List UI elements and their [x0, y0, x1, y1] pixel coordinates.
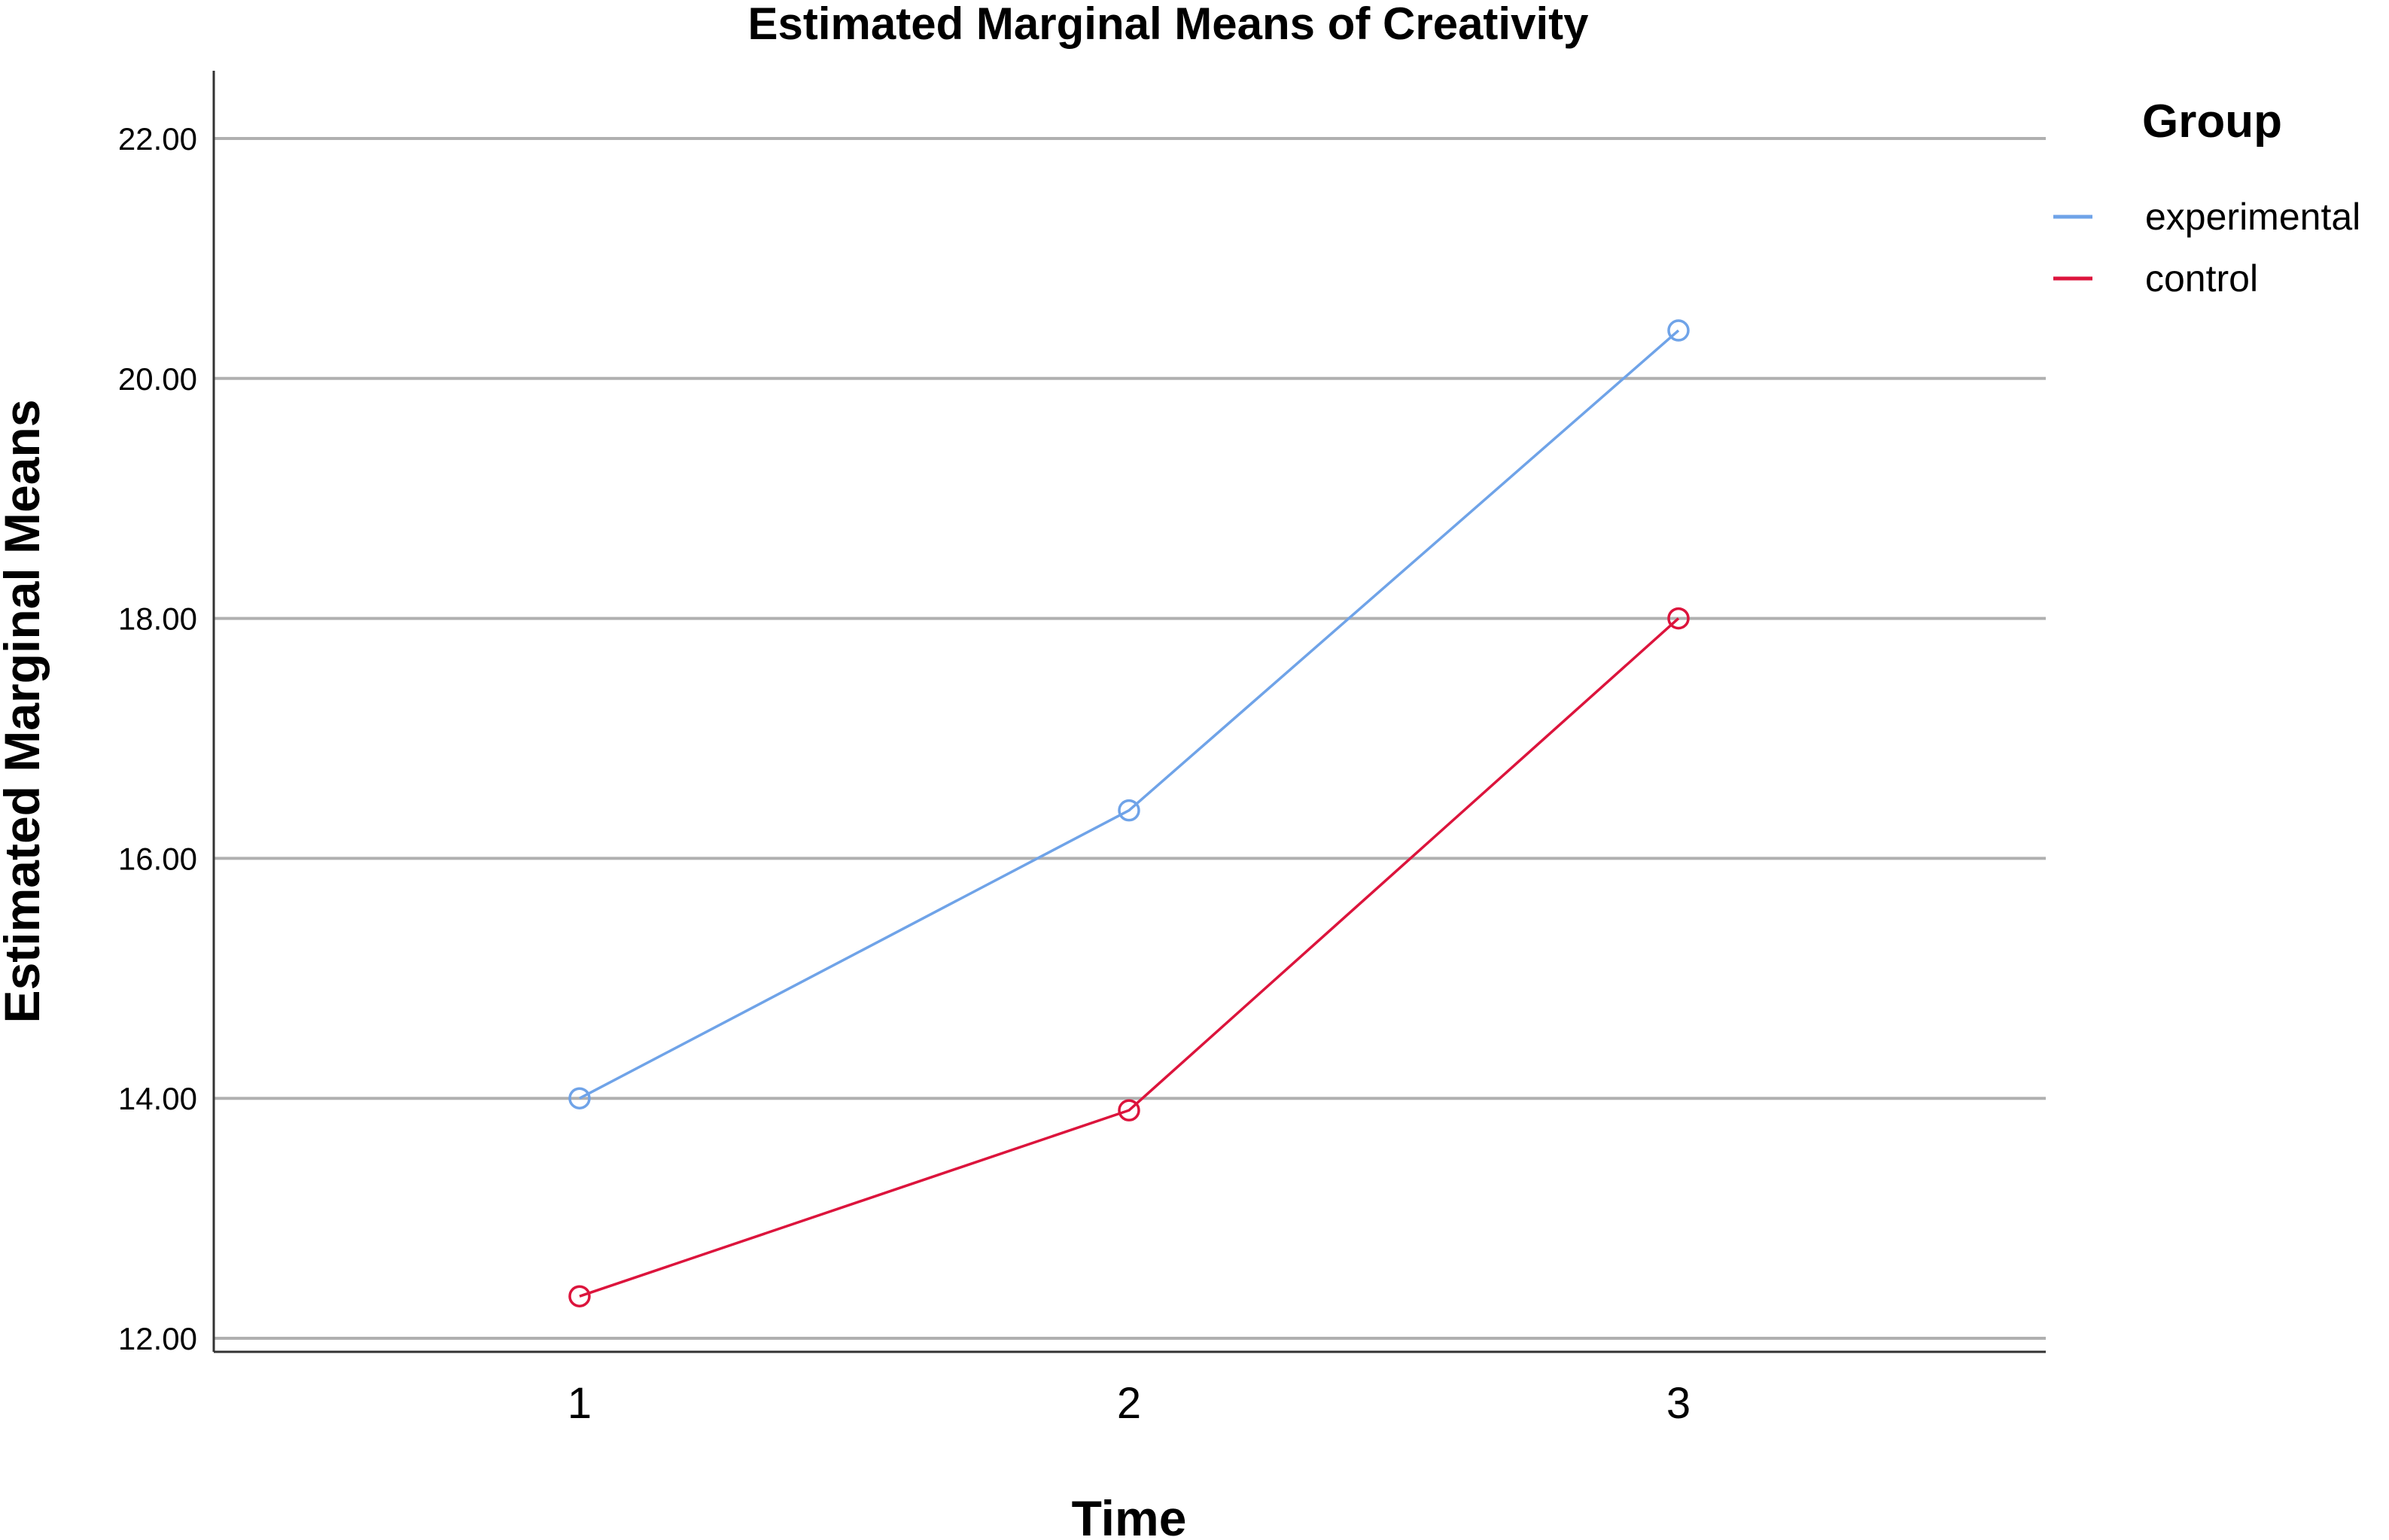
y-tick-label: 18.00	[118, 601, 197, 637]
data-point-control	[1118, 1099, 1140, 1122]
y-tick-labels: 12.00 14.00 16.00 18.00 20.00 22.00	[118, 121, 197, 1356]
data-point-experimental	[1667, 319, 1690, 342]
y-tick-label: 14.00	[118, 1081, 197, 1116]
data-point-control	[1667, 607, 1690, 630]
gridlines	[214, 137, 2046, 1340]
y-tick-label: 22.00	[118, 121, 197, 157]
data-point-experimental	[1118, 799, 1140, 822]
x-axis-title: Time	[1072, 1490, 1187, 1540]
series	[568, 319, 1690, 1307]
x-tick-label: 1	[568, 1379, 592, 1428]
legend-title: Group	[2142, 96, 2282, 148]
x-tick-labels: 1 2 3	[568, 1379, 1691, 1428]
data-point-control	[568, 1285, 591, 1307]
x-tick-label: 3	[1666, 1379, 1691, 1428]
data-point-experimental	[568, 1087, 591, 1109]
y-tick-label: 12.00	[118, 1321, 197, 1356]
y-axis-title: Estimated Marginal Means	[0, 400, 50, 1024]
y-tick-label: 16.00	[118, 841, 197, 876]
series-line-control	[579, 617, 1680, 1298]
legend-label-experimental: experimental	[2145, 196, 2360, 238]
chart-title: Estimated Marginal Means of Creativity	[748, 0, 1590, 49]
axes	[212, 71, 2046, 1353]
series-line-experimental	[579, 329, 1680, 1100]
x-tick-label: 2	[1117, 1379, 1141, 1428]
legend: Group experimental control	[2053, 96, 2360, 300]
y-tick-label: 20.00	[118, 361, 197, 397]
legend-label-control: control	[2145, 257, 2258, 300]
